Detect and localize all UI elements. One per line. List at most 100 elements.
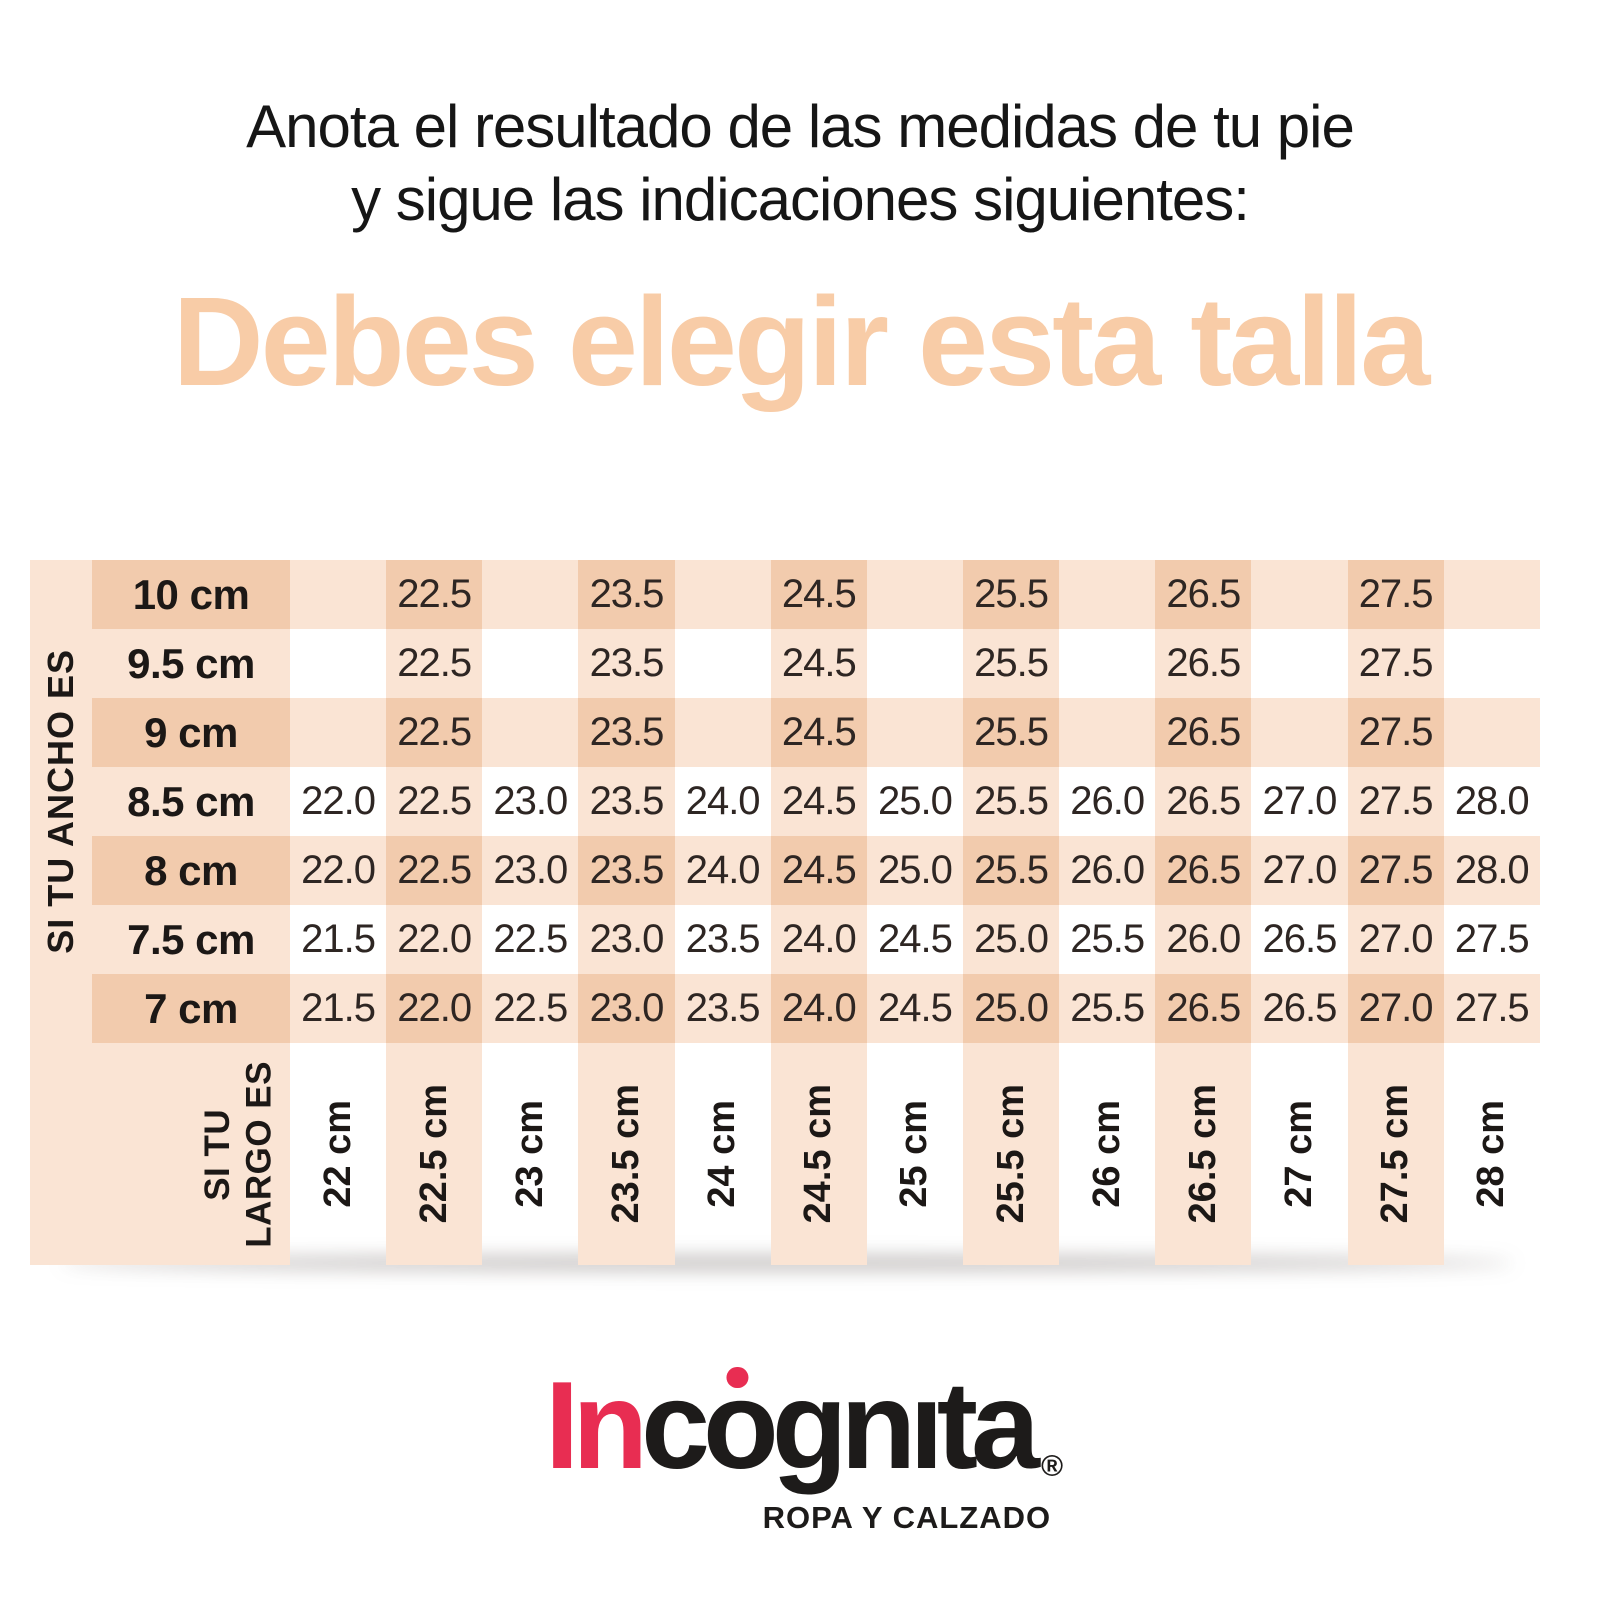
o-accent-dot xyxy=(726,1366,748,1388)
column-header-length: 22 cm xyxy=(316,1100,359,1208)
column-header-length: 23 cm xyxy=(508,1100,551,1208)
size-cell: 24.5 xyxy=(877,917,953,961)
size-cell: 23.5 xyxy=(578,767,675,836)
largo-axis-label: SI TU LARGO ES xyxy=(197,1061,280,1248)
size-cell xyxy=(866,698,963,767)
size-cell: 25.0 xyxy=(877,779,953,823)
largo-axis-label-line1: SI TU xyxy=(198,1108,238,1200)
column-header-length: 25.5 cm xyxy=(989,1084,1032,1224)
size-cell: 23.5 xyxy=(674,974,771,1043)
size-cell xyxy=(1251,698,1348,767)
size-cell: 24.5 xyxy=(770,767,867,836)
size-cell: 27.5 xyxy=(1347,698,1444,767)
size-cell: 28.0 xyxy=(1443,836,1540,905)
row-header-width: 9 cm xyxy=(92,698,290,767)
size-cell: 23.0 xyxy=(578,905,675,974)
size-cell: 25.5 xyxy=(962,836,1060,905)
size-cell: 27.5 xyxy=(1347,836,1444,905)
size-cell xyxy=(867,629,963,698)
row-header-width: 8.5 cm xyxy=(92,767,290,836)
ancho-axis-label: SI TU ANCHO ES xyxy=(40,649,81,954)
size-cell: 26.5 xyxy=(1155,560,1252,629)
size-cell: 23.5 xyxy=(578,560,675,629)
size-cell: 26.5 xyxy=(1262,917,1338,961)
size-cell: 21.5 xyxy=(290,974,387,1043)
size-cell xyxy=(1059,629,1155,698)
size-cell: 27.0 xyxy=(1262,779,1338,823)
size-cell: 25.5 xyxy=(962,629,1060,698)
size-cell: 25.0 xyxy=(962,905,1060,974)
row-header-width: 7 cm xyxy=(92,974,290,1043)
largo-axis-label-line2: LARGO ES xyxy=(239,1060,279,1248)
heading-line2: y sigue las indicaciones siguientes: xyxy=(351,166,1250,233)
size-cell: 23.5 xyxy=(578,836,675,905)
column-header-cell: 24.5 cm xyxy=(770,1043,867,1265)
column-header-length: 28 cm xyxy=(1470,1100,1513,1208)
column-header-length: 27.5 cm xyxy=(1374,1084,1417,1224)
size-cell: 23.0 xyxy=(482,836,579,905)
size-cell xyxy=(1444,629,1540,698)
size-cell: 27.0 xyxy=(1251,836,1348,905)
wordmark-o: o xyxy=(703,1358,779,1494)
column-header-cell: 26.5 cm xyxy=(1155,1043,1252,1265)
column-header-length: 26 cm xyxy=(1085,1100,1128,1208)
largo-axis-band: SI TU LARGO ES xyxy=(30,1043,290,1265)
column-header-cell: 28 cm xyxy=(1444,1043,1540,1265)
size-cell xyxy=(675,629,771,698)
size-chart-table: SI TU ANCHO ES 10 cm 22.5 23.5 24.5 25.5 26.5 2… xyxy=(30,560,1540,1270)
wordmark-c: c xyxy=(641,1357,710,1495)
size-cell xyxy=(482,560,579,629)
row-header-width: 9.5 cm xyxy=(92,629,290,698)
size-cell: 24.0 xyxy=(674,836,771,905)
size-cell: 24.0 xyxy=(770,905,867,974)
size-cell xyxy=(1251,629,1347,698)
registered-mark: ® xyxy=(1041,1450,1064,1483)
size-cell: 22.0 xyxy=(386,974,483,1043)
size-cell: 26.5 xyxy=(1155,767,1252,836)
size-cell xyxy=(1443,560,1540,629)
size-cell: 24.5 xyxy=(770,698,867,767)
brand-wordmark: Inco gnıta ® xyxy=(544,1357,1063,1495)
size-cell: 22.0 xyxy=(301,779,376,823)
size-cell xyxy=(482,629,578,698)
column-header-cell: 26 cm xyxy=(1059,1043,1155,1265)
size-cell: 27.5 xyxy=(1454,917,1530,961)
size-cell: 22.5 xyxy=(386,698,483,767)
wordmark-prefix: In xyxy=(544,1357,648,1495)
size-cell: 23.0 xyxy=(493,779,568,823)
row-header-width: 10 cm xyxy=(92,560,290,629)
size-cell: 27.0 xyxy=(1347,905,1444,974)
size-cell: 24.5 xyxy=(866,974,963,1043)
column-header-length: 26.5 cm xyxy=(1181,1084,1224,1224)
column-header-cell: 24 cm xyxy=(675,1043,771,1265)
size-cell: 26.0 xyxy=(1059,836,1156,905)
size-cell: 24.5 xyxy=(770,836,867,905)
size-cell: 26.5 xyxy=(1155,698,1252,767)
size-cell: 25.5 xyxy=(962,698,1060,767)
brand-tagline: ROPA Y CALZADO xyxy=(762,1500,1052,1536)
size-cell: 27.5 xyxy=(1347,767,1444,836)
row-header-width: 8 cm xyxy=(92,836,290,905)
size-cell: 27.5 xyxy=(1347,560,1444,629)
row-header-width: 7.5 cm xyxy=(92,905,290,974)
column-header-length: 22.5 cm xyxy=(412,1084,455,1224)
size-cell xyxy=(290,629,386,698)
wordmark-tail: gnıta xyxy=(771,1357,1040,1495)
size-cell: 22.5 xyxy=(386,767,483,836)
size-cell: 25.5 xyxy=(1070,917,1145,961)
size-cell xyxy=(1443,698,1540,767)
size-cell: 23.5 xyxy=(578,698,675,767)
column-header-cell: 22 cm xyxy=(290,1043,386,1265)
size-cell: 23.0 xyxy=(578,974,675,1043)
size-cell xyxy=(1251,560,1348,629)
ancho-axis-band: SI TU ANCHO ES xyxy=(30,560,92,1043)
size-cell: 25.5 xyxy=(1059,974,1156,1043)
size-cell: 24.0 xyxy=(770,974,867,1043)
column-header-cell: 25 cm xyxy=(867,1043,963,1265)
size-cell xyxy=(1059,560,1156,629)
column-header-cell: 27 cm xyxy=(1251,1043,1347,1265)
size-cell: 22.5 xyxy=(386,836,483,905)
page-title: Debes elegir esta talla xyxy=(172,271,1431,412)
heading: Anota el resultado de las medidas de tu … xyxy=(0,90,1600,236)
size-cell: 21.5 xyxy=(301,917,376,961)
